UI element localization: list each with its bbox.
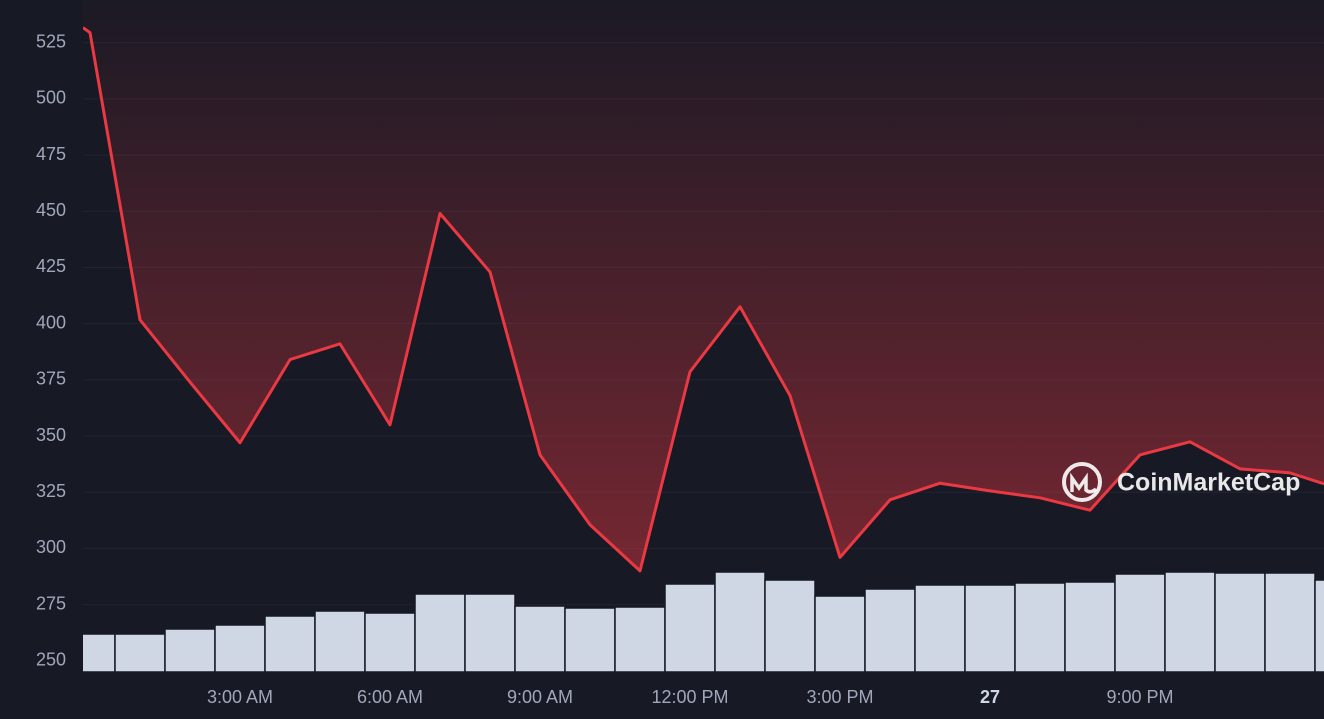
y-tick-label: 525: [36, 31, 66, 51]
labels: 250 275 300 325 350 375 400 425 450 475 500 525 3:00…: [36, 31, 1174, 706]
volume-bar: [364, 612, 416, 672]
volume-bar: [1164, 571, 1216, 672]
y-tick-label: 325: [36, 481, 66, 501]
volume-bar: [864, 588, 916, 672]
x-tick-label: 27: [980, 687, 1000, 707]
volume-bar: [314, 610, 366, 672]
x-tick-label: 9:00 AM: [507, 687, 573, 707]
y-tick-label: 400: [36, 312, 66, 332]
volume-bar: [514, 605, 566, 672]
y-tick-label: 300: [36, 537, 66, 557]
volume-bar: [964, 584, 1016, 672]
volume-bar: [614, 606, 666, 672]
volume-bar: [1264, 572, 1316, 672]
y-tick-label: 375: [36, 369, 66, 389]
volume-bar: [464, 593, 516, 672]
volume-bar: [264, 615, 316, 672]
volume-bar: [414, 593, 466, 672]
watermark-logo: [1062, 462, 1102, 502]
y-tick-label: 500: [36, 88, 66, 108]
volume-bar: [814, 595, 866, 672]
watermark-logo-mark: [1070, 472, 1098, 494]
volume-bar: [1114, 573, 1166, 672]
volume-bar: [1014, 582, 1066, 672]
volume-bar: [714, 571, 766, 672]
volume-bar: [764, 579, 816, 672]
volume-bar: [83, 633, 116, 672]
volume-bar: [564, 607, 616, 672]
volume-bar: [1064, 581, 1116, 672]
price-line: [83, 26, 1324, 573]
x-tick-label: 3:00 AM: [207, 687, 273, 707]
volume-bar: [664, 583, 716, 672]
volume-bar: [114, 633, 166, 672]
y-tick-label: 450: [36, 200, 66, 220]
x-tick-label: 9:00 PM: [1106, 687, 1173, 707]
line-layer: [83, 26, 1324, 573]
volume-bar: [214, 624, 266, 672]
volume-bars: [83, 571, 1324, 672]
y-tick-label: 250: [36, 650, 66, 670]
area-fill: [83, 0, 1324, 571]
volume-bar: [1214, 572, 1266, 672]
volume-bar: [1314, 579, 1324, 672]
area-layer: [83, 0, 1324, 571]
watermark: CoinMarketCap: [1062, 462, 1300, 502]
y-tick-label: 275: [36, 593, 66, 613]
y-tick-label: 475: [36, 144, 66, 164]
y-tick-label: 350: [36, 425, 66, 445]
x-tick-label: 6:00 AM: [357, 687, 423, 707]
x-tick-label: 3:00 PM: [806, 687, 873, 707]
volume-bar: [164, 628, 216, 672]
x-tick-label: 12:00 PM: [651, 687, 728, 707]
y-tick-label: 425: [36, 256, 66, 276]
volume-bar: [914, 584, 966, 672]
watermark-text: CoinMarketCap: [1117, 469, 1300, 497]
